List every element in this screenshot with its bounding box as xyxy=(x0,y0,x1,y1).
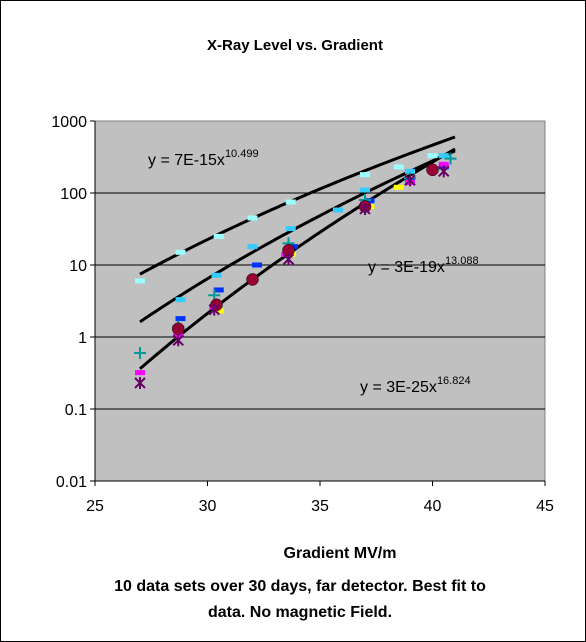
data-point xyxy=(438,165,450,178)
series-8 xyxy=(134,165,450,389)
data-point xyxy=(359,202,371,215)
data-point xyxy=(175,316,186,322)
fit-line-1 xyxy=(139,135,456,276)
data-point xyxy=(246,273,259,286)
chart-title: X-Ray Level vs. Gradient xyxy=(207,37,383,54)
data-point xyxy=(135,370,145,376)
data-point xyxy=(393,164,404,170)
series-1 xyxy=(135,153,438,284)
x-tick-label: 25 xyxy=(86,498,104,515)
y-tick-label: 1 xyxy=(78,330,87,347)
data-point xyxy=(427,153,438,159)
data-point xyxy=(134,346,146,359)
data-point xyxy=(285,199,296,205)
data-point xyxy=(360,187,370,193)
y-tick-label: 0.1 xyxy=(65,402,87,419)
x-tick-label: 30 xyxy=(199,498,217,515)
x-tick-label: 45 xyxy=(536,498,554,515)
data-point xyxy=(175,249,186,255)
series-2 xyxy=(175,153,449,303)
data-points xyxy=(134,152,457,389)
x-tick-label: 40 xyxy=(424,498,442,515)
data-point xyxy=(360,172,370,178)
fit-equation-1: y = 7E-15x10.499 xyxy=(148,148,259,169)
data-point xyxy=(438,161,449,167)
data-point xyxy=(333,207,343,213)
caption-line-1: 10 data sets over 30 days, far detector.… xyxy=(114,578,486,595)
data-point xyxy=(404,174,416,187)
data-point xyxy=(208,303,220,316)
data-point xyxy=(393,184,404,190)
fit-equation-3: y = 3E-25x16.824 xyxy=(360,375,471,396)
data-point xyxy=(211,272,222,278)
y-tick-label: 0.01 xyxy=(56,474,87,491)
data-point xyxy=(213,287,224,293)
y-tick-label: 100 xyxy=(60,186,87,203)
data-point xyxy=(135,278,145,284)
data-point xyxy=(252,262,262,268)
y-tick-labels: 0.01 0.1 1 10 100 1000 xyxy=(51,114,87,491)
data-point xyxy=(247,244,258,250)
data-point xyxy=(426,163,439,177)
x-axis-label: Gradient MV/m xyxy=(284,545,397,562)
fit-equation-2: y = 3E-19x13.088 xyxy=(368,255,479,276)
data-point xyxy=(282,253,295,266)
data-point xyxy=(444,152,457,165)
data-point xyxy=(213,308,224,314)
data-point xyxy=(172,322,185,336)
data-point xyxy=(405,168,415,174)
x-tick-labels: 25 30 35 40 45 xyxy=(86,498,554,515)
caption-line-2: data. No magnetic Field. xyxy=(208,604,392,621)
y-tick-label: 1000 xyxy=(51,114,87,131)
plot-area xyxy=(94,120,546,482)
data-point xyxy=(175,297,186,303)
data-point xyxy=(438,153,449,159)
axes xyxy=(90,120,546,486)
fit-line-2 xyxy=(139,149,456,324)
data-point xyxy=(134,376,146,389)
data-point xyxy=(213,233,224,239)
y-tick-label: 10 xyxy=(69,258,87,275)
x-tick-label: 35 xyxy=(311,498,329,515)
data-point xyxy=(172,334,184,347)
data-point xyxy=(285,226,296,232)
data-point xyxy=(247,215,258,221)
y-gridlines xyxy=(95,192,545,410)
